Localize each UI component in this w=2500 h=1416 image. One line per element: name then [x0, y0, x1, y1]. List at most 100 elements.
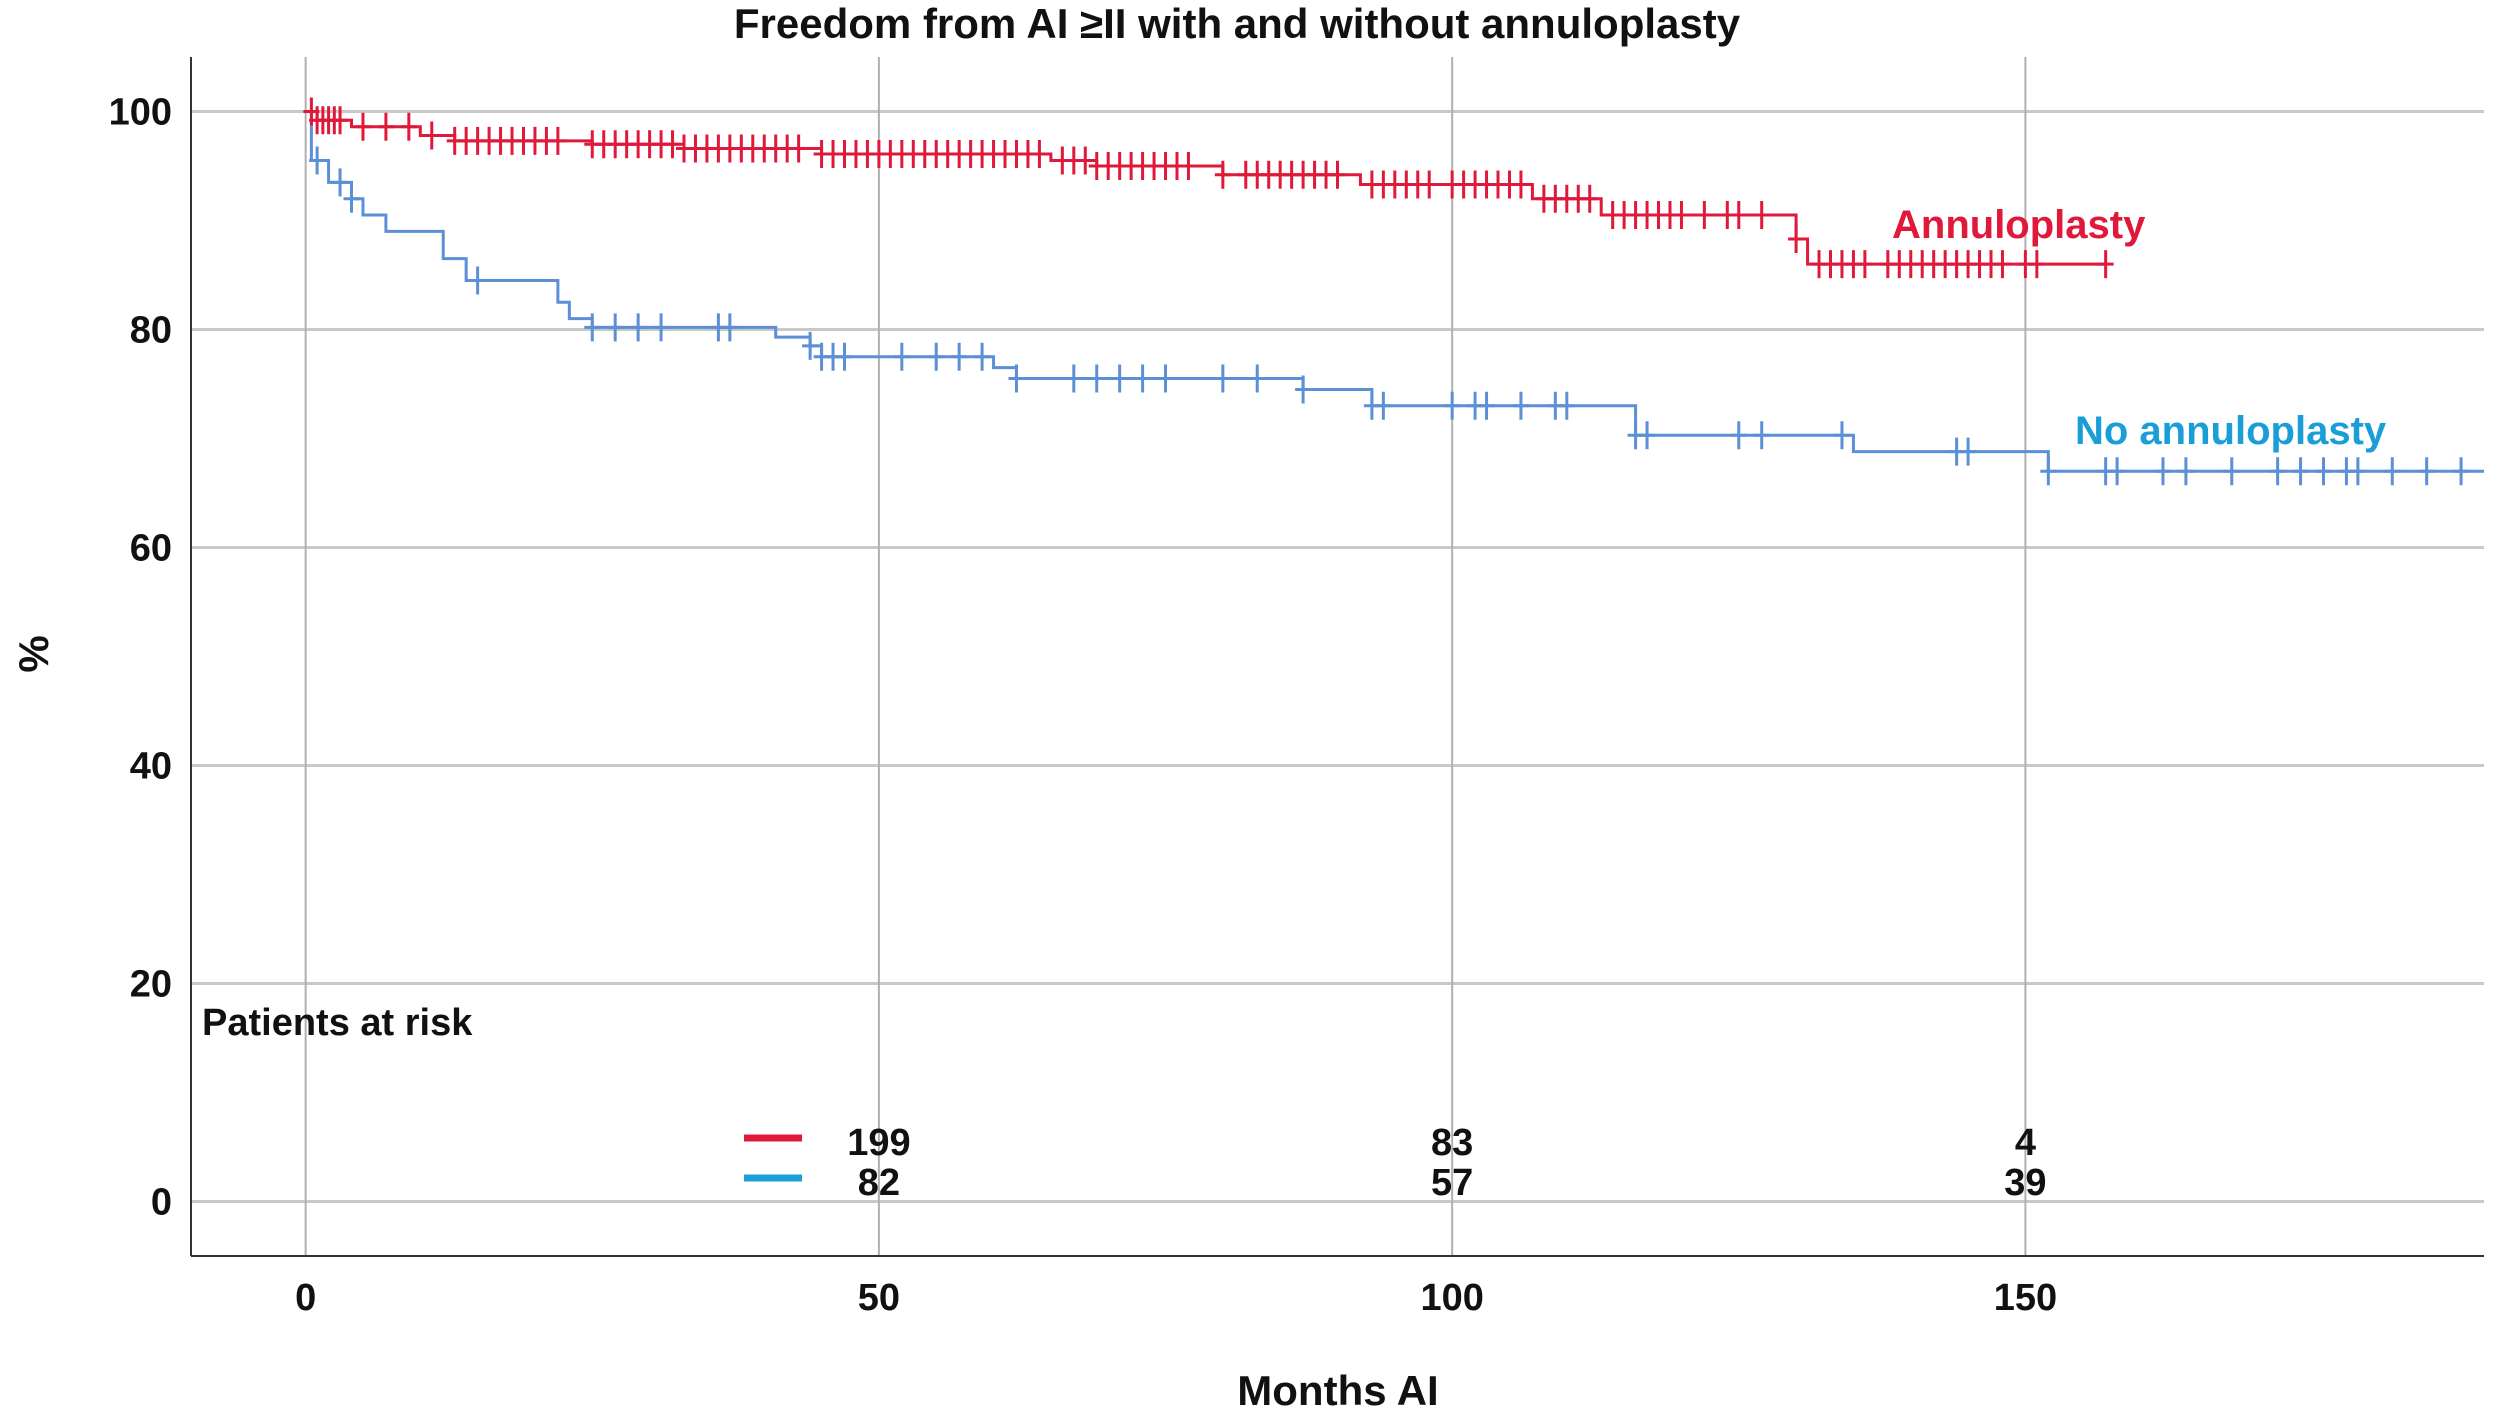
y-axis-label: %: [10, 635, 57, 672]
censor-mark: [354, 112, 371, 141]
x-tick-label: 50: [858, 1277, 900, 1319]
censor-mark: [1295, 375, 1312, 404]
survival-line: [305, 110, 2106, 266]
censor-mark: [790, 134, 807, 163]
censor-mark: [2154, 457, 2171, 486]
chart-title: Freedom from AI ≥II with and without ann…: [734, 0, 1741, 47]
censor-mark: [2177, 457, 2194, 486]
censor-mark: [400, 112, 417, 141]
censor-mark: [2453, 457, 2470, 486]
censor-mark: [928, 342, 945, 371]
censor-mark: [2223, 457, 2240, 486]
censor-mark: [1031, 140, 1048, 169]
censor-mark: [469, 266, 486, 295]
y-tick-label: 40: [130, 746, 172, 788]
series-annuloplasty: [303, 97, 2114, 279]
risk-value: 4: [2015, 1122, 2036, 1164]
censor-mark: [893, 342, 910, 371]
censor-mark: [630, 313, 647, 342]
y-tick-label: 80: [130, 310, 172, 352]
censor-mark: [1214, 160, 1231, 189]
censor-mark: [2028, 250, 2045, 279]
y-tick-label: 60: [130, 528, 172, 570]
risk-value: 39: [2004, 1162, 2046, 1204]
censor-mark: [1249, 364, 1266, 393]
censor-mark: [1960, 437, 1977, 466]
censor-mark: [2315, 457, 2332, 486]
censor-mark: [1088, 364, 1105, 393]
axes: 0 20 40 60 80 100 0 50 100 150: [109, 57, 2484, 1319]
grid: [191, 57, 2484, 1256]
censor-mark: [664, 130, 681, 159]
censor-mark: [1512, 170, 1529, 199]
censor-mark: [1788, 225, 1805, 254]
x-tick-label: 150: [1994, 1277, 2057, 1319]
censor-mark: [1512, 391, 1529, 420]
censor-mark: [974, 342, 991, 371]
censor-mark: [1730, 201, 1747, 230]
series-no-annuloplasty: [305, 110, 2484, 486]
x-tick-label: 0: [295, 1277, 316, 1319]
censor-mark: [2040, 457, 2057, 486]
censor-mark: [549, 126, 566, 155]
censor-mark: [1558, 391, 1575, 420]
censor-mark: [802, 331, 819, 360]
survival-curves: [303, 97, 2484, 486]
risk-value: 199: [847, 1122, 910, 1164]
censor-mark: [423, 121, 440, 150]
censor-mark: [836, 342, 853, 371]
censor-mark: [1994, 250, 2011, 279]
censor-mark: [1329, 160, 1346, 189]
censor-mark: [2292, 457, 2309, 486]
censor-mark: [2097, 250, 2114, 279]
censor-mark: [1753, 201, 1770, 230]
censor-mark: [377, 112, 394, 141]
censor-mark: [1157, 364, 1174, 393]
risk-value: 83: [1431, 1122, 1473, 1164]
censor-mark: [1639, 421, 1656, 450]
censor-mark: [2418, 457, 2435, 486]
censor-mark: [951, 342, 968, 371]
censor-mark: [1856, 250, 1873, 279]
censor-mark: [2109, 457, 2126, 486]
censor-mark: [2349, 457, 2366, 486]
censor-mark: [584, 313, 601, 342]
annotation-no-annuloplasty: No annuloplasty: [2075, 409, 2387, 453]
x-axis-label: Months AI: [1237, 1367, 1438, 1414]
y-tick-label: 0: [151, 1182, 172, 1224]
censor-mark: [1077, 146, 1094, 175]
censor-mark: [1833, 421, 1850, 450]
censor-mark: [1673, 201, 1690, 230]
censor-mark: [1581, 184, 1598, 213]
y-tick-label: 100: [109, 92, 172, 134]
censor-mark: [1111, 364, 1128, 393]
censor-mark: [2269, 457, 2286, 486]
censor-mark: [332, 106, 349, 135]
censor-mark: [721, 313, 738, 342]
censor-mark: [1375, 391, 1392, 420]
annotation-annuloplasty: Annuloplasty: [1892, 203, 2146, 247]
censor-mark: [343, 184, 360, 213]
censor-mark: [1134, 364, 1151, 393]
risk-value: 57: [1431, 1162, 1473, 1204]
risk-value: 82: [858, 1162, 900, 1204]
censor-mark: [1421, 170, 1438, 199]
x-tick-label: 100: [1420, 1277, 1483, 1319]
censor-mark: [1730, 421, 1747, 450]
censor-mark: [1065, 364, 1082, 393]
censor-mark: [1478, 391, 1495, 420]
censor-mark: [309, 146, 326, 175]
censor-mark: [332, 168, 349, 197]
risk-table-title: Patients at risk: [202, 1002, 473, 1044]
censor-mark: [1180, 152, 1197, 180]
survival-line: [305, 110, 2484, 473]
risk-table: 199 83 4 82 57 39: [744, 1122, 2047, 1204]
censor-mark: [1696, 201, 1713, 230]
censor-mark: [1214, 364, 1231, 393]
censor-mark: [653, 313, 670, 342]
censor-mark: [1008, 364, 1025, 393]
censor-mark: [607, 313, 624, 342]
censor-mark: [1753, 421, 1770, 450]
y-tick-label: 20: [130, 964, 172, 1006]
